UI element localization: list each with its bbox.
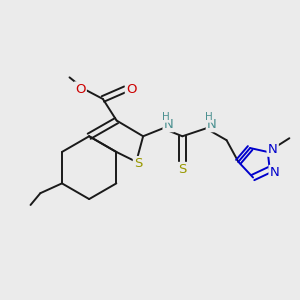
Text: H: H bbox=[205, 112, 213, 122]
Text: N: N bbox=[164, 118, 173, 131]
Text: O: O bbox=[126, 82, 136, 96]
Text: N: N bbox=[268, 142, 278, 155]
Text: H: H bbox=[162, 112, 170, 122]
Text: S: S bbox=[178, 163, 187, 176]
Text: N: N bbox=[207, 118, 217, 131]
Text: O: O bbox=[75, 82, 86, 96]
Text: S: S bbox=[134, 157, 142, 170]
Text: N: N bbox=[270, 166, 280, 179]
